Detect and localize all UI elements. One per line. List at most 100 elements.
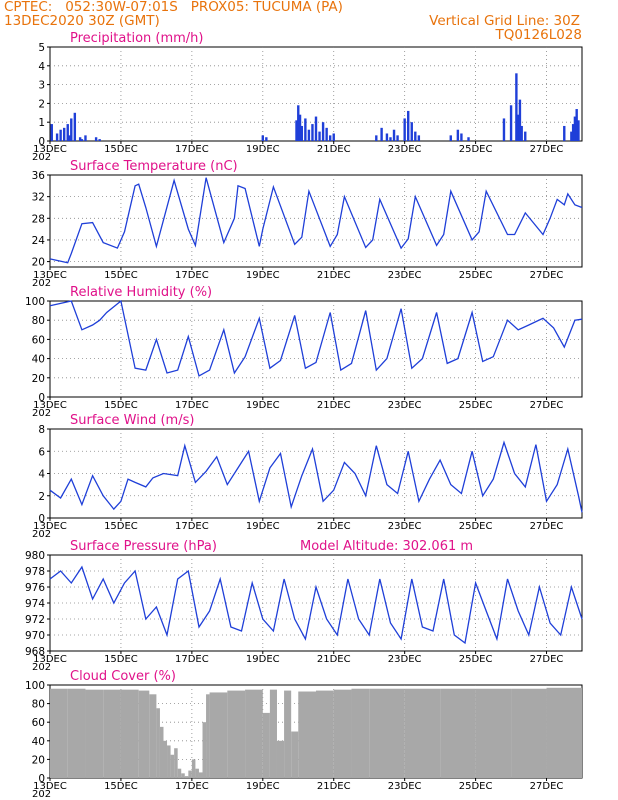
x-tick-label: 17DEC bbox=[175, 654, 209, 665]
y-tick-label: 20 bbox=[32, 754, 45, 766]
x-tick-label: 23DEC bbox=[388, 781, 422, 792]
x-tick-label: 23DEC bbox=[388, 144, 422, 155]
cloud-bar bbox=[351, 688, 370, 778]
cloud-bar bbox=[333, 689, 352, 778]
x-tick-label: 23DEC bbox=[388, 654, 422, 665]
x-tick-label: 27DEC bbox=[530, 270, 564, 281]
x-tick-label: 13DEC bbox=[33, 400, 67, 411]
y-tick-label: 20 bbox=[32, 257, 45, 269]
cloud-bar bbox=[316, 690, 334, 778]
cloud-bar bbox=[184, 776, 189, 778]
y-tick-label: 4 bbox=[38, 61, 45, 73]
x-tick-label: 23DEC bbox=[388, 270, 422, 281]
header-left-line2: 13DEC2020 30Z (GMT) bbox=[4, 13, 160, 29]
precip-bar bbox=[573, 116, 577, 141]
y-tick-label: 100 bbox=[25, 296, 45, 308]
precip-bar bbox=[261, 135, 264, 141]
cloud-bar bbox=[103, 689, 121, 778]
x-sublabel: 202 bbox=[32, 662, 51, 673]
y-tick-label: 968 bbox=[25, 646, 45, 658]
y-tick-label: 36 bbox=[32, 170, 46, 182]
y-tick-label: 978 bbox=[25, 566, 45, 578]
precip-bar bbox=[417, 135, 421, 141]
x-tick-label: 19DEC bbox=[246, 270, 280, 281]
cloud-bar bbox=[291, 731, 299, 778]
x-tick-label: 25DEC bbox=[459, 400, 493, 411]
cloud-bar bbox=[188, 770, 192, 778]
panel-title: Relative Humidity (%) bbox=[70, 285, 212, 300]
cloud-bar bbox=[149, 694, 157, 778]
x-tick-label: 27DEC bbox=[530, 781, 564, 792]
x-tick-label: 25DEC bbox=[459, 521, 493, 532]
x-tick-label: 19DEC bbox=[246, 654, 280, 665]
x-tick-label: 15DEC bbox=[104, 270, 138, 281]
y-tick-label: 100 bbox=[25, 680, 45, 692]
precip-bar bbox=[575, 109, 578, 141]
cloud-bar bbox=[191, 759, 196, 778]
cloud-bar bbox=[167, 745, 171, 778]
x-tick-label: 13DEC bbox=[33, 144, 67, 155]
precip-bar bbox=[66, 124, 69, 141]
panel-title: Surface Wind (m/s) bbox=[70, 413, 194, 428]
y-tick-label: 2 bbox=[38, 98, 45, 110]
precip-bar bbox=[68, 135, 71, 141]
precip-bar bbox=[516, 114, 520, 141]
precip-bar bbox=[295, 120, 298, 141]
precip-bar bbox=[571, 124, 575, 141]
cloud-bar bbox=[67, 688, 86, 778]
y-tick-label: 4 bbox=[38, 469, 45, 481]
panel-title: Surface Pressure (hPa) bbox=[70, 539, 217, 554]
x-tick-label: 21DEC bbox=[317, 521, 351, 532]
cloud-bar bbox=[284, 690, 292, 778]
x-tick-label: 25DEC bbox=[459, 781, 493, 792]
series-line bbox=[49, 177, 583, 264]
x-tick-label: 19DEC bbox=[246, 781, 280, 792]
precip-bar bbox=[456, 129, 460, 141]
y-tick-label: 972 bbox=[25, 614, 45, 626]
x-tick-label: 21DEC bbox=[317, 144, 351, 155]
y-tick-label: 5 bbox=[38, 42, 45, 54]
x-tick-label: 15DEC bbox=[104, 654, 138, 665]
y-tick-label: 0 bbox=[38, 773, 45, 785]
x-tick-label: 17DEC bbox=[175, 521, 209, 532]
cloud-bar bbox=[163, 740, 168, 778]
precip-bar bbox=[396, 135, 399, 141]
y-tick-label: 80 bbox=[32, 699, 45, 711]
y-tick-label: 20 bbox=[32, 373, 45, 385]
cloud-bar bbox=[209, 692, 228, 778]
precip-bar bbox=[389, 137, 392, 141]
series-line bbox=[49, 440, 583, 513]
y-tick-label: 1 bbox=[38, 117, 45, 129]
cloud-bar bbox=[245, 689, 263, 778]
x-tick-label: 13DEC bbox=[33, 654, 67, 665]
x-tick-label: 13DEC bbox=[33, 521, 67, 532]
y-tick-label: 0 bbox=[38, 513, 45, 525]
precip-bar bbox=[467, 137, 470, 141]
x-tick-label: 25DEC bbox=[459, 654, 493, 665]
cloud-bar bbox=[440, 688, 476, 778]
x-tick-label: 15DEC bbox=[104, 144, 138, 155]
precip-bar bbox=[70, 118, 73, 141]
y-tick-label: 60 bbox=[32, 717, 45, 729]
precip-bar bbox=[55, 133, 59, 141]
x-tick-label: 21DEC bbox=[317, 654, 351, 665]
precip-bar bbox=[59, 129, 62, 141]
precip-bar bbox=[563, 125, 566, 141]
y-tick-label: 980 bbox=[25, 550, 45, 562]
x-tick-label: 21DEC bbox=[317, 400, 351, 411]
precip-bar bbox=[78, 137, 82, 141]
y-tick-label: 24 bbox=[32, 235, 46, 247]
cloud-bar bbox=[227, 690, 246, 778]
cloud-bar bbox=[262, 712, 270, 778]
panel-title: Surface Temperature (nC) bbox=[70, 159, 238, 174]
precip-bar bbox=[325, 127, 328, 141]
cloud-bar bbox=[202, 722, 207, 778]
precip-bar bbox=[380, 127, 383, 141]
cloud-bar bbox=[276, 740, 285, 778]
cloud-bar bbox=[159, 726, 164, 778]
precip-bar bbox=[304, 118, 307, 141]
precip-bar bbox=[321, 122, 325, 141]
precip-bar bbox=[392, 129, 396, 141]
x-tick-label: 23DEC bbox=[388, 521, 422, 532]
